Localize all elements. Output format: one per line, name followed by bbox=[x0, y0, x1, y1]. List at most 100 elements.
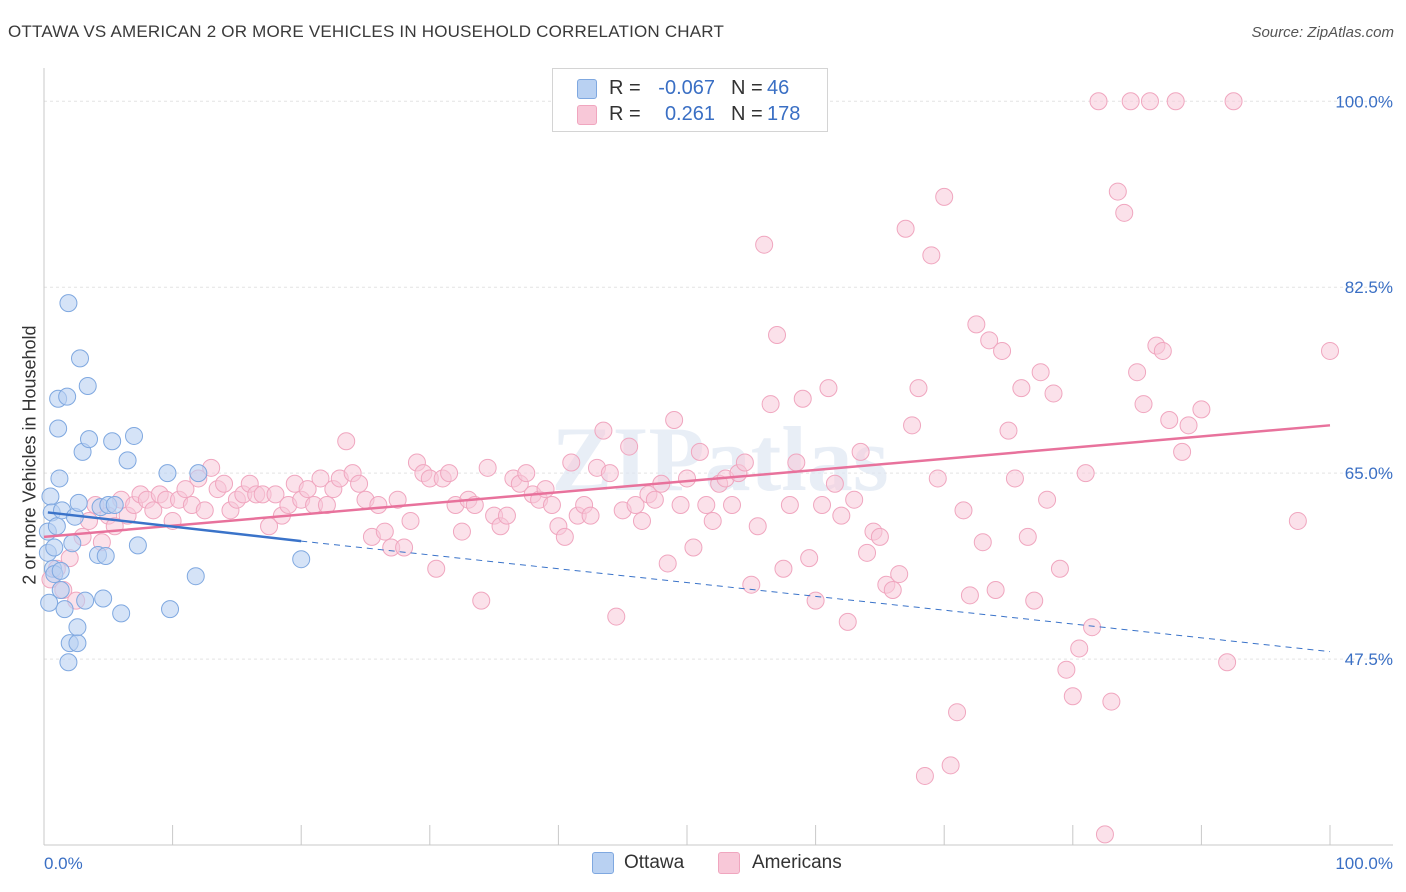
americans-trend-line bbox=[43, 424, 1331, 539]
americans-point bbox=[922, 246, 941, 265]
americans-point bbox=[755, 235, 774, 254]
ottawa-point bbox=[112, 604, 131, 623]
ottawa-point bbox=[96, 547, 115, 565]
americans-point bbox=[813, 496, 832, 514]
americans-point bbox=[266, 485, 285, 504]
ottawa-point bbox=[68, 618, 87, 637]
americans-point bbox=[1128, 363, 1147, 382]
americans-point bbox=[581, 506, 600, 525]
americans-point bbox=[690, 442, 709, 461]
ottawa-point bbox=[80, 430, 99, 449]
source-label: Source: ZipAtlas.com bbox=[1251, 24, 1394, 41]
axes bbox=[43, 68, 1393, 846]
americans-point bbox=[555, 527, 574, 546]
ottawa-point bbox=[49, 419, 68, 438]
americans-point bbox=[658, 554, 677, 573]
chart-title: OTTAWA VS AMERICAN 2 OR MORE VEHICLES IN… bbox=[8, 22, 725, 41]
americans-point bbox=[452, 522, 471, 541]
americans-point bbox=[980, 331, 999, 350]
americans-point bbox=[1121, 92, 1140, 111]
americans-point bbox=[1095, 825, 1114, 844]
americans-point bbox=[1038, 490, 1057, 509]
y-tick-label: 47.5% bbox=[1345, 650, 1393, 669]
grid-lines bbox=[44, 100, 1390, 660]
ottawa-point bbox=[125, 426, 144, 445]
ottawa-point bbox=[78, 377, 97, 395]
americans-point bbox=[626, 496, 645, 514]
americans-point bbox=[903, 416, 922, 435]
americans-point bbox=[806, 591, 825, 610]
americans-point bbox=[742, 575, 761, 594]
americans-point bbox=[1140, 92, 1159, 111]
y-tick-label: 82.5% bbox=[1345, 278, 1393, 297]
americans-legend-swatch bbox=[718, 852, 740, 874]
americans-point bbox=[780, 496, 799, 514]
ottawa-point bbox=[59, 653, 78, 672]
ottawa-point bbox=[68, 634, 87, 653]
tick-labels: 47.5% 65.0% 82.5% 100.0% 0.0% 100.0% bbox=[44, 92, 1393, 873]
trend-lines bbox=[43, 424, 1331, 653]
ottawa-trend-extension bbox=[301, 540, 1331, 653]
americans-point bbox=[369, 496, 388, 514]
americans-point bbox=[195, 501, 214, 520]
americans-point bbox=[594, 421, 613, 440]
americans-point bbox=[703, 511, 722, 530]
americans-point bbox=[1044, 384, 1063, 403]
ottawa-point bbox=[55, 600, 74, 619]
ottawa-point bbox=[118, 451, 137, 470]
n-value: 178 bbox=[767, 103, 801, 125]
ottawa-point bbox=[186, 567, 205, 586]
americans-point bbox=[832, 506, 851, 525]
ottawa-trend-line bbox=[47, 511, 302, 543]
americans-point bbox=[928, 469, 947, 488]
americans-point bbox=[311, 469, 330, 488]
ottawa-point bbox=[71, 349, 90, 368]
americans-point bbox=[787, 453, 806, 472]
americans-point bbox=[1192, 400, 1211, 419]
americans-point bbox=[890, 565, 909, 584]
americans-point bbox=[1070, 639, 1089, 658]
americans-point bbox=[478, 458, 497, 477]
ottawa-point bbox=[40, 593, 59, 612]
ottawa-point bbox=[94, 589, 113, 608]
americans-point bbox=[1031, 363, 1050, 382]
ottawa-point bbox=[161, 600, 180, 619]
americans-point bbox=[735, 453, 754, 472]
americans-point bbox=[298, 480, 317, 499]
legend-row-americans: R = 0.261 N = 178 bbox=[553, 101, 827, 127]
x-tick-label: 100.0% bbox=[1335, 854, 1393, 873]
ottawa-point bbox=[47, 517, 66, 536]
americans-point bbox=[632, 511, 651, 530]
americans-point bbox=[1115, 203, 1134, 222]
americans-point bbox=[819, 379, 838, 398]
ottawa-point bbox=[76, 591, 95, 610]
americans-point bbox=[600, 464, 619, 483]
n-value: 46 bbox=[767, 77, 790, 99]
americans-point bbox=[1050, 559, 1069, 578]
r-label: R = bbox=[609, 77, 641, 99]
americans-point bbox=[684, 538, 703, 557]
americans-point bbox=[986, 581, 1005, 599]
ottawa-legend-swatch bbox=[592, 852, 614, 874]
americans-point bbox=[1218, 653, 1237, 672]
americans-point bbox=[671, 496, 690, 514]
ottawa-point bbox=[45, 538, 64, 557]
americans-point bbox=[1025, 591, 1044, 610]
correlation-legend: R = -0.067 N = 46 R = 0.261 N = 178 bbox=[552, 68, 828, 132]
americans-point bbox=[395, 538, 414, 557]
americans-point bbox=[1076, 464, 1095, 483]
americans-point bbox=[1173, 442, 1192, 461]
americans-point bbox=[896, 219, 915, 238]
americans-point bbox=[723, 496, 742, 514]
ottawa-point bbox=[63, 534, 82, 553]
americans-legend-label: Americans bbox=[752, 852, 842, 873]
ottawa-legend-label: Ottawa bbox=[624, 852, 685, 873]
y-tick-label: 100.0% bbox=[1335, 92, 1393, 111]
americans-point bbox=[761, 395, 780, 414]
americans-point bbox=[1005, 469, 1024, 488]
americans-point bbox=[697, 496, 716, 514]
americans-point bbox=[941, 756, 960, 775]
americans-point bbox=[935, 187, 954, 206]
americans-point bbox=[1179, 416, 1198, 435]
